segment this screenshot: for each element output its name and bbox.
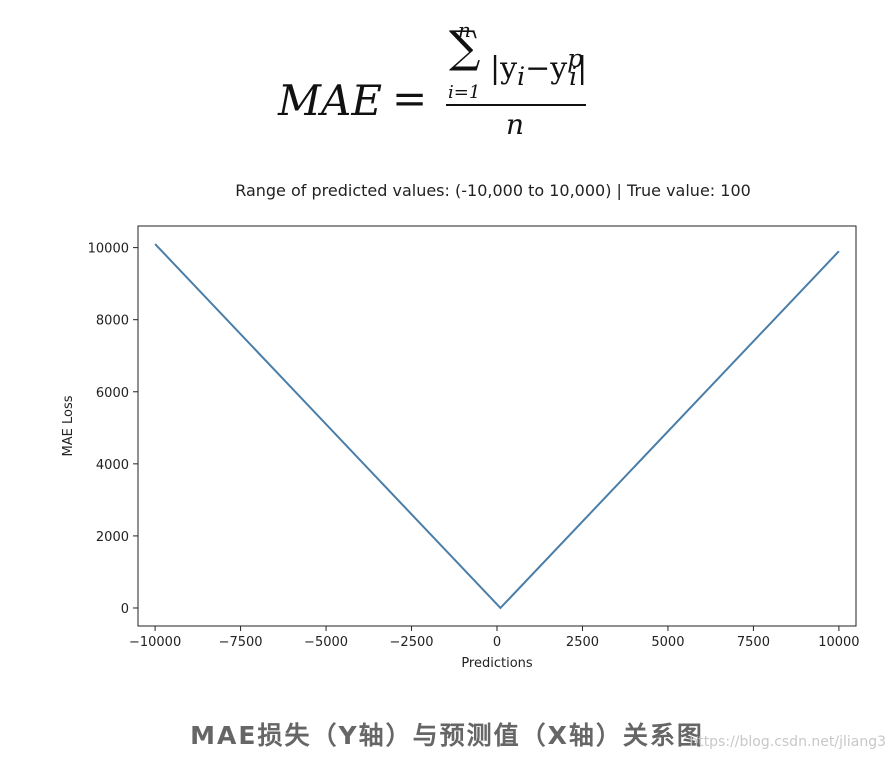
formula-sum-upper: n — [458, 18, 471, 42]
x-tick-label: −5000 — [304, 635, 348, 650]
x-axis-label: Predictions — [461, 656, 533, 671]
watermark: https://blog.csdn.net/jliang3 — [689, 734, 886, 750]
x-tick-label: −2500 — [390, 635, 434, 650]
formula-sum-lower: i=1 — [448, 82, 481, 103]
formula-sum-symbol: ∑ — [449, 22, 481, 73]
formula-sub-i: i — [517, 62, 526, 91]
y-tick-label: 6000 — [96, 386, 129, 401]
formula-lhs: MAE — [278, 76, 382, 125]
y-axis: 0 2000 4000 6000 8000 10000 — [88, 242, 138, 617]
y-tick-label: 10000 — [88, 242, 129, 257]
x-tick-label: 10000 — [818, 635, 859, 650]
formula-open: |y — [490, 51, 518, 86]
x-axis: −10000 −7500 −5000 −2500 0 2500 5000 7500 10000 — [129, 626, 860, 650]
y-tick-label: 2000 — [96, 530, 129, 545]
y-tick-label: 4000 — [96, 458, 129, 473]
formula-numerator: |yi−ypi| — [490, 44, 587, 91]
chart-title: Range of predicted values: (-10,000 to 1… — [235, 181, 751, 200]
x-tick-label: −10000 — [129, 635, 181, 650]
formula-sup-p: p — [567, 44, 584, 73]
formula-minus: −y — [525, 51, 568, 86]
x-tick-label: 2500 — [566, 635, 599, 650]
series-group — [154, 243, 840, 610]
figure-caption: MAE损失（Y轴）与预测值（X轴）关系图 — [190, 721, 704, 750]
formula-denominator: n — [506, 108, 525, 141]
series-line — [154, 243, 840, 610]
x-tick-label: 0 — [493, 635, 501, 650]
x-tick-label: 5000 — [651, 635, 684, 650]
y-axis-label: MAE Loss — [61, 395, 76, 456]
mae-formula: MAE = n ∑ i=1 |yi−ypi| n — [270, 18, 610, 150]
formula-fraction-line — [446, 104, 586, 106]
y-tick-label: 0 — [121, 602, 129, 617]
formula-sub-p: i — [569, 62, 578, 91]
mae-loss-chart: Range of predicted values: (-10,000 to 1… — [61, 181, 860, 671]
formula-equals: = — [392, 74, 428, 123]
formula-close: | — [577, 51, 588, 86]
x-tick-label: −7500 — [219, 635, 263, 650]
y-tick-label: 8000 — [96, 314, 129, 329]
plot-frame — [137, 225, 857, 627]
x-tick-label: 7500 — [737, 635, 770, 650]
